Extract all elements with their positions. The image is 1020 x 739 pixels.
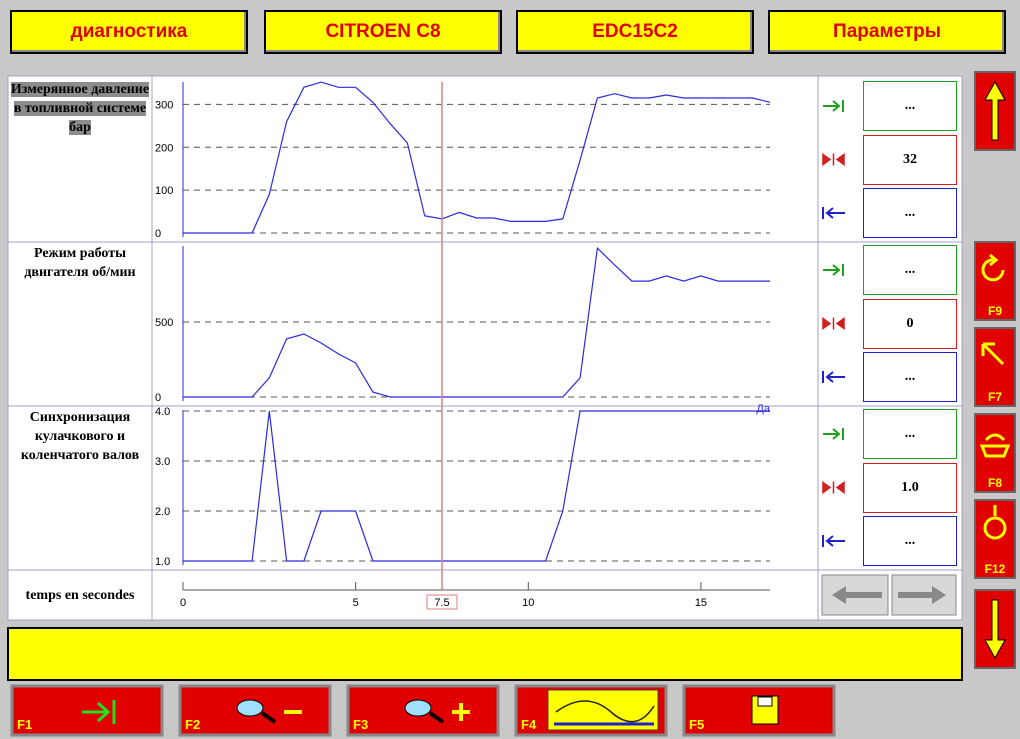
y-tick-label: 4.0 (155, 406, 170, 418)
max-icon (823, 428, 844, 440)
data-line (183, 410, 770, 562)
min-icon (822, 371, 845, 383)
row-label[interactable]: Режим работы двигателя об/мин (24, 246, 136, 280)
x-tick-label: 15 (695, 597, 707, 609)
cursor-label-box (426, 594, 458, 610)
function-key[interactable]: F4 (514, 684, 668, 737)
function-key-label: F4 (521, 717, 537, 732)
side-key-face (974, 327, 1016, 407)
readout: ... (863, 245, 957, 295)
annotation: Да (756, 403, 770, 415)
readout: ... (863, 516, 957, 566)
y-tick-label: 1.0 (155, 556, 170, 568)
icon (555, 700, 655, 723)
cursor-icon (822, 481, 845, 494)
readout: ... (863, 81, 957, 131)
readout: 0 (863, 298, 957, 349)
time-axis-label: temps en secondes (25, 588, 135, 603)
side-key-label: F8 (988, 476, 1002, 490)
icon (82, 700, 116, 724)
min-icon (822, 535, 845, 547)
side-key-icon (981, 342, 1005, 366)
data-line (183, 81, 771, 234)
function-key-label: F2 (185, 717, 200, 732)
function-key[interactable]: F2 (178, 684, 332, 737)
side-key-face (974, 413, 1016, 493)
cursor-icon (822, 317, 845, 330)
readout: 1.0 (863, 462, 957, 513)
function-key[interactable]: F1 (10, 684, 164, 737)
header-tab[interactable]: EDC15C2 (516, 10, 754, 54)
y-tick-label: 100 (155, 185, 173, 197)
icon (757, 696, 773, 707)
y-tick-label: 300 (155, 99, 173, 111)
x-tick-label: 5 (353, 597, 359, 609)
x-tick-label: 10 (522, 597, 534, 609)
scroll-down-key[interactable] (974, 589, 1016, 669)
function-key-label: F1 (17, 717, 32, 732)
scroll-left-button[interactable] (821, 574, 889, 616)
icon (452, 703, 470, 721)
function-key[interactable]: F3 (346, 684, 500, 737)
icon (260, 711, 277, 724)
scroll-right-button[interactable] (891, 574, 957, 616)
icon (428, 711, 445, 724)
y-tick-label: 0 (155, 228, 161, 240)
row-label[interactable]: Синхронизация кулачкового и коленчатого … (20, 410, 140, 463)
side-key-icon (981, 253, 1005, 282)
panel-dividers (8, 76, 962, 620)
row-label: Измерянное давление в топливной системе … (10, 80, 150, 137)
readout: ... (863, 409, 957, 459)
side-key-icon (979, 433, 1011, 458)
data-line (183, 246, 770, 398)
side-key-label: F7 (988, 390, 1002, 404)
header-tab[interactable]: диагностика (10, 10, 248, 54)
scroll-up-key[interactable] (974, 71, 1016, 151)
status-bar (7, 627, 963, 681)
side-key[interactable]: F9 (974, 241, 1016, 321)
y-tick-label: 3.0 (155, 456, 170, 468)
x-tick-label: 0 (180, 597, 186, 609)
header-tab[interactable]: Параметры (768, 10, 1006, 54)
panel (7, 75, 963, 621)
function-key-label: F5 (689, 717, 704, 732)
max-icon (823, 264, 844, 276)
y-tick-label: 200 (155, 142, 173, 154)
side-key[interactable]: F8 (974, 413, 1016, 493)
function-key-label: F3 (353, 717, 368, 732)
cursor-icon (822, 153, 845, 166)
min-icon (822, 207, 845, 219)
row-label-text[interactable]: Измерянное давление в топливной системе … (10, 82, 150, 135)
side-key[interactable]: F7 (974, 327, 1016, 407)
side-key-face (974, 241, 1016, 321)
cursor-label: 7.5 (434, 597, 449, 609)
readout: ... (863, 188, 957, 238)
max-icon (823, 100, 844, 112)
side-key[interactable]: F12 (974, 499, 1016, 579)
y-tick-label: 2.0 (155, 506, 170, 518)
readout: ... (863, 352, 957, 402)
side-key-label: F9 (988, 304, 1002, 318)
icon (236, 699, 264, 717)
y-tick-label: 0 (155, 392, 161, 404)
function-key[interactable]: F5 (682, 684, 836, 737)
side-key-label: F12 (985, 562, 1006, 576)
y-tick-label: 500 (155, 317, 173, 329)
readout: 32 (863, 134, 957, 185)
header-tab[interactable]: CITROEN C8 (264, 10, 502, 54)
icon (404, 699, 432, 717)
side-key-icon (983, 505, 1007, 540)
